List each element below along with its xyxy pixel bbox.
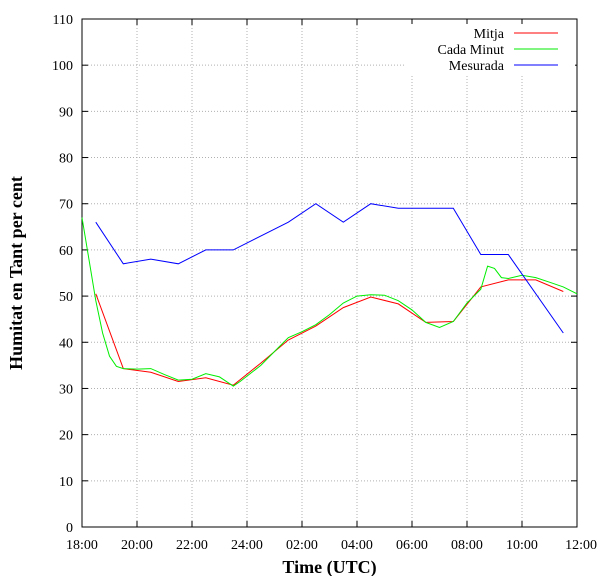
x-tick-label: 18:00 bbox=[66, 538, 98, 553]
legend-label: Mitja bbox=[474, 27, 505, 42]
plot-frame bbox=[81, 18, 578, 528]
x-tick-label: 24:00 bbox=[231, 538, 263, 553]
x-tick-label: 10:00 bbox=[506, 538, 538, 553]
legend-label: Mesurada bbox=[449, 59, 505, 74]
x-tick-label: 08:00 bbox=[451, 538, 483, 553]
series-line-mitja bbox=[95, 279, 564, 386]
y-axis-title: Humitat en Tant per cent bbox=[6, 176, 26, 370]
y-tick-label: 60 bbox=[59, 244, 73, 259]
y-tick-label: 90 bbox=[59, 105, 73, 120]
y-tick-label: 10 bbox=[59, 475, 73, 490]
y-tick-label: 80 bbox=[59, 152, 73, 167]
series-layer bbox=[81, 203, 578, 387]
y-tick-label: 20 bbox=[59, 429, 73, 444]
x-tick-label: 20:00 bbox=[121, 538, 153, 553]
y-tick-label: 0 bbox=[66, 521, 73, 536]
grid-lines bbox=[82, 19, 577, 527]
y-tick-label: 100 bbox=[52, 59, 73, 74]
axis-ticks: 0 10 20 30 40 50 60 70 80 90 100 110 18:00 20:00 22:00… bbox=[52, 13, 597, 553]
x-tick-label: 12:00 bbox=[565, 538, 597, 553]
series-line-cada-minut bbox=[81, 217, 578, 387]
x-tick-label: 06:00 bbox=[396, 538, 428, 553]
y-tick-label: 40 bbox=[59, 336, 73, 351]
y-tick-label: 30 bbox=[59, 382, 73, 397]
x-tick-label: 04:00 bbox=[341, 538, 373, 553]
x-tick-label: 22:00 bbox=[176, 538, 208, 553]
x-axis-title: Time (UTC) bbox=[282, 557, 376, 576]
y-tick-label: 110 bbox=[53, 13, 73, 28]
y-tick-label: 70 bbox=[59, 198, 73, 213]
y-tick-label: 50 bbox=[59, 290, 73, 305]
legend-label: Cada Minut bbox=[438, 43, 505, 58]
x-tick-label: 02:00 bbox=[286, 538, 318, 553]
series-line-mesurada bbox=[95, 203, 564, 334]
